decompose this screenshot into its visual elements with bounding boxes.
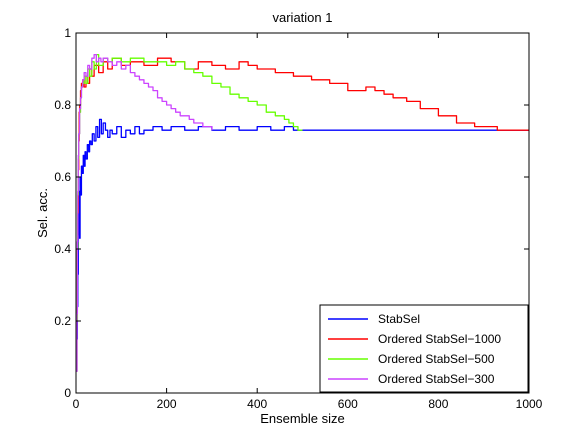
y-axis-label: Sel. acc.	[35, 188, 50, 238]
series-line-ordered-stabsel-1000	[76, 57, 529, 373]
tick-layer: 0 200 400 600 800 1000 0 0.2 0.4 0.6 0.8 1	[54, 26, 542, 411]
y-tick-label: 0.4	[54, 242, 71, 256]
legend-entry-label: Ordered StabSel−300	[378, 372, 495, 386]
x-tick-label: 200	[157, 397, 177, 411]
x-tick-label: 0	[73, 397, 80, 411]
legend-entry-label: Ordered StabSel−1000	[378, 332, 501, 346]
legend-entry-label: Ordered StabSel−500	[378, 352, 495, 366]
series-layer	[76, 53, 529, 373]
y-tick-label: 0	[64, 386, 71, 400]
series-line-stabsel	[76, 118, 529, 373]
chart-title: variation 1	[273, 10, 333, 25]
x-tick-label: 800	[428, 397, 448, 411]
y-tick-label: 1	[64, 26, 71, 40]
legend: StabSel Ordered StabSel−1000 Ordered StabS…	[319, 304, 529, 393]
y-tick-label: 0.6	[54, 170, 71, 184]
x-tick-label: 600	[338, 397, 358, 411]
series-line-ordered-stabsel-300	[76, 53, 213, 373]
x-tick-label: 1000	[516, 397, 543, 411]
legend-entry-label: StabSel	[378, 312, 420, 326]
y-tick-label: 0.2	[54, 314, 71, 328]
x-tick-label: 400	[247, 397, 267, 411]
x-axis-label: Ensemble size	[260, 411, 345, 426]
y-tick-label: 0.8	[54, 98, 71, 112]
axes-frame	[75, 32, 530, 394]
